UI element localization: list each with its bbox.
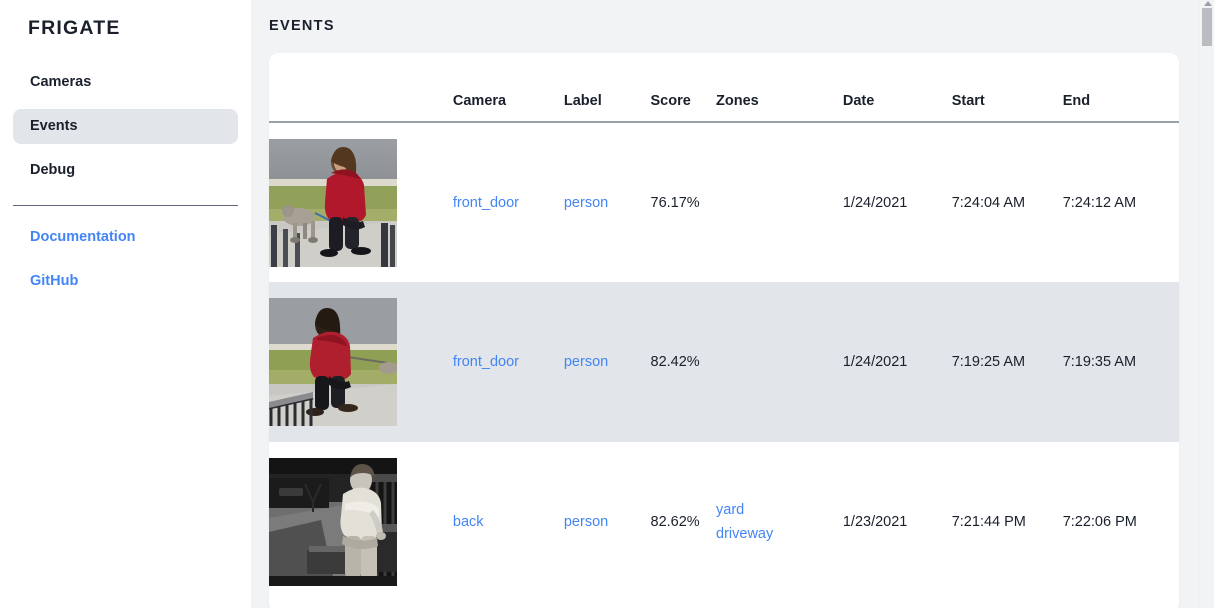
event-camera-link[interactable]: back xyxy=(452,514,484,530)
scrollbar-thumb[interactable] xyxy=(1202,8,1212,46)
events-table-header: Camera Label Score Zones Date Start End xyxy=(269,53,1179,123)
event-thumbnail-cell[interactable] xyxy=(269,282,453,442)
table-header-row: Camera Label Score Zones Date Start End xyxy=(269,53,1179,123)
event-camera-link[interactable]: front_door xyxy=(452,354,519,370)
sidebar-external-links: Documentation GitHub xyxy=(0,220,251,299)
brand-title: FRIGATE xyxy=(28,17,121,39)
event-zones-cell xyxy=(716,282,843,442)
events-card: Camera Label Score Zones Date Start End xyxy=(269,53,1179,608)
event-camera-cell: front_door xyxy=(453,122,564,282)
sidebar-item-debug[interactable]: Debug xyxy=(30,162,76,178)
event-thumbnail-cell[interactable] xyxy=(269,122,453,282)
event-start-cell: 7:24:04 AM xyxy=(951,194,1026,211)
events-table-body: front_door person 76.17% 1/24/2021 7:24:… xyxy=(269,122,1179,602)
event-date-cell: 1/24/2021 xyxy=(842,194,908,211)
column-header-label: Label xyxy=(563,53,651,123)
event-label-link[interactable]: person xyxy=(563,354,609,370)
event-end-cell: 7:22:06 PM xyxy=(1062,514,1137,530)
event-end-cell: 7:19:35 AM xyxy=(1062,354,1137,370)
event-zones-cell: yard driveway xyxy=(716,442,843,602)
event-camera-link[interactable]: front_door xyxy=(452,194,519,211)
column-header-end: End xyxy=(1062,53,1179,123)
event-camera-cell: back xyxy=(453,442,564,602)
event-thumbnail-image[interactable] xyxy=(269,138,397,267)
page-scrollbar[interactable] xyxy=(1198,0,1214,608)
main-content: EVENTS Camera Label Score Zones Date Sta… xyxy=(251,0,1214,608)
event-camera-cell: front_door xyxy=(453,282,564,442)
event-thumbnail-image[interactable] xyxy=(269,298,397,426)
event-label-cell: person xyxy=(564,442,651,602)
event-thumbnail-image[interactable] xyxy=(269,458,397,586)
column-header-thumbnail xyxy=(269,53,453,123)
event-date-cell: 1/23/2021 xyxy=(842,514,908,530)
event-zones-cell xyxy=(716,122,843,282)
sidebar-nav: Cameras Events Debug xyxy=(0,65,251,188)
sidebar-divider xyxy=(13,205,238,206)
table-row[interactable]: front_door person 76.17% 1/24/2021 7:24:… xyxy=(269,122,1179,282)
event-date-cell: 1/24/2021 xyxy=(842,354,908,370)
table-row[interactable]: front_door person 82.42% 1/24/2021 7:19:… xyxy=(269,282,1179,442)
page-title: EVENTS xyxy=(269,18,335,34)
events-table: Camera Label Score Zones Date Start End xyxy=(269,53,1179,602)
sidebar-link-documentation[interactable]: Documentation xyxy=(30,229,136,245)
scroll-up-arrow-icon[interactable] xyxy=(1204,1,1212,6)
event-label-cell: person xyxy=(564,122,651,282)
sidebar-item-cameras[interactable]: Cameras xyxy=(30,74,92,90)
column-header-zones: Zones xyxy=(716,53,843,123)
event-zone-link[interactable]: yard xyxy=(716,502,745,518)
event-label-cell: person xyxy=(564,282,651,442)
event-zone-link[interactable]: driveway xyxy=(716,526,774,542)
sidebar-link-github[interactable]: GitHub xyxy=(30,273,79,289)
table-row[interactable]: back person 82.62% yard driveway 1/23/20… xyxy=(269,442,1179,602)
event-score-cell: 82.62% xyxy=(650,514,700,530)
column-header-start: Start xyxy=(951,53,1063,123)
sidebar: FRIGATE Cameras Events Debug Documentati… xyxy=(0,0,251,608)
event-start-cell: 7:21:44 PM xyxy=(951,514,1026,530)
event-label-link[interactable]: person xyxy=(563,194,609,211)
column-header-date: Date xyxy=(842,53,952,123)
event-thumbnail-cell[interactable] xyxy=(269,442,453,602)
event-start-cell: 7:19:25 AM xyxy=(951,354,1026,370)
event-label-link[interactable]: person xyxy=(563,514,609,530)
sidebar-item-events[interactable]: Events xyxy=(13,109,238,144)
column-header-score: Score xyxy=(650,53,717,123)
event-score-cell: 82.42% xyxy=(650,354,700,370)
event-end-cell: 7:24:12 AM xyxy=(1062,194,1137,211)
event-score-cell: 76.17% xyxy=(650,194,700,211)
column-header-camera: Camera xyxy=(452,53,564,123)
